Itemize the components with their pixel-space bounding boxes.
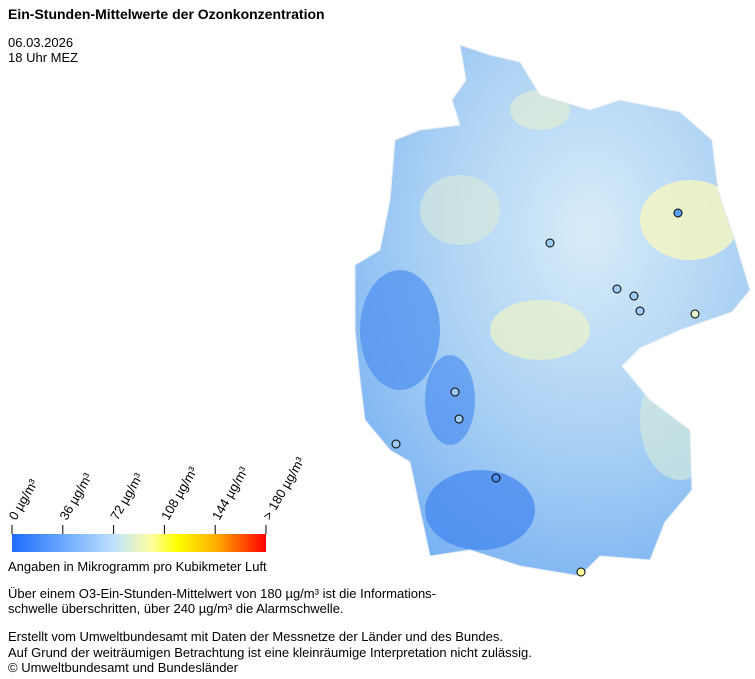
tick-label: > 180 µg/m³ xyxy=(260,454,308,523)
credit-line: Erstellt vom Umweltbundesamt mit Daten d… xyxy=(8,629,503,644)
color-scale xyxy=(12,534,266,552)
stations xyxy=(391,208,700,577)
credit-line: Auf Grund der weiträumigen Betrachtung i… xyxy=(8,645,532,660)
tick-label: 108 µg/m³ xyxy=(158,464,201,523)
note-line: Über einem O3-Ein-Stunden-Mittelwert von… xyxy=(8,586,436,601)
note-line: schwelle überschritten, über 240 µg/m³ d… xyxy=(8,601,344,616)
tick-label: 36 µg/m³ xyxy=(56,470,95,523)
credit-line: © Umweltbundesamt und Bundesländer xyxy=(8,660,239,675)
legend-caption: Angaben in Mikrogramm pro Kubikmeter Luf… xyxy=(8,559,267,574)
date: 06.03.2026 xyxy=(8,35,73,50)
tick-label: 0 µg/m³ xyxy=(6,476,41,522)
tick-label: 144 µg/m³ xyxy=(209,464,252,523)
time: 18 Uhr MEZ xyxy=(8,50,78,65)
ozone-map xyxy=(355,45,750,576)
title: Ein-Stunden-Mittelwerte der Ozonkonzentr… xyxy=(8,6,325,22)
tick-label: 72 µg/m³ xyxy=(107,470,146,523)
